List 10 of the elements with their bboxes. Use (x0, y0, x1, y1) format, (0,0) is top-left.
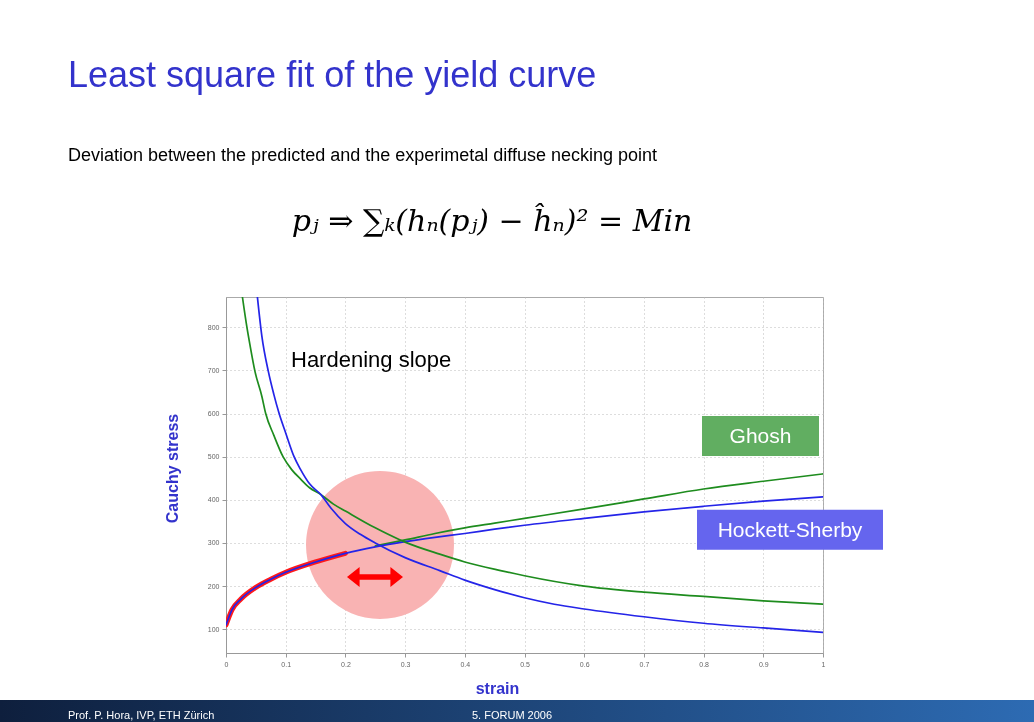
annotation: Hardening slope (291, 347, 452, 372)
chart-title: Least square fit of the yield curve (68, 54, 597, 95)
chart-subtitle: Deviation between the predicted and the experimetal diffuse necking point (68, 145, 658, 165)
text: Prof. P. Hora, IVP, ETH Zürich (68, 709, 215, 721)
text: pⱼ ⇒ ∑ₖ(hₙ(pⱼ) − ĥₙ)² = Min (291, 203, 693, 238)
x-axis-title: strain (475, 679, 520, 697)
series-label: Ghosh (729, 423, 792, 447)
text: 5. FORUM 2006 (472, 709, 553, 721)
y-axis-title: Cauchy stress (163, 413, 181, 524)
series-label: Hockett-Sherby (717, 517, 863, 541)
